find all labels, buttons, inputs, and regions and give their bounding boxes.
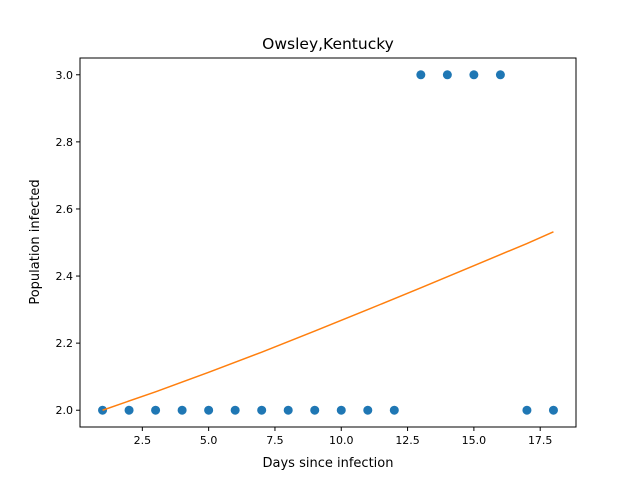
data-point bbox=[98, 405, 108, 415]
data-point bbox=[416, 70, 426, 80]
data-point bbox=[310, 405, 320, 415]
x-tick-label: 7.5 bbox=[266, 434, 284, 447]
data-point bbox=[177, 405, 187, 415]
axes-frame bbox=[79, 57, 577, 428]
x-tick-label: 2.5 bbox=[134, 434, 152, 447]
y-tick-label: 2.4 bbox=[56, 270, 74, 283]
x-tick-label: 15.0 bbox=[462, 434, 487, 447]
data-point bbox=[495, 70, 505, 80]
y-tick-label: 2.6 bbox=[56, 203, 74, 216]
data-point bbox=[124, 405, 134, 415]
y-tick-label: 2.0 bbox=[56, 404, 74, 417]
data-point bbox=[336, 405, 346, 415]
data-point bbox=[442, 70, 452, 80]
y-tick-label: 2.8 bbox=[56, 136, 74, 149]
data-point bbox=[283, 405, 293, 415]
x-tick-label: 17.5 bbox=[528, 434, 553, 447]
data-point bbox=[469, 70, 479, 80]
data-point bbox=[548, 405, 558, 415]
data-point bbox=[230, 405, 240, 415]
y-tick-label: 3.0 bbox=[56, 69, 74, 82]
x-tick-label: 12.5 bbox=[395, 434, 420, 447]
x-tick-label: 10.0 bbox=[329, 434, 354, 447]
data-point bbox=[363, 405, 373, 415]
y-tick-label: 2.2 bbox=[56, 337, 74, 350]
x-axis-label: Days since infection bbox=[263, 456, 394, 471]
plot-area: 2.5 5.0 7.5 10.0 12.5 15.0 17.5 2.0 2.2 2.4 2.6 2.8… bbox=[56, 57, 577, 447]
data-point bbox=[389, 405, 399, 415]
data-point bbox=[257, 405, 267, 415]
data-point bbox=[522, 405, 532, 415]
x-tick-label: 5.0 bbox=[200, 434, 218, 447]
data-point bbox=[151, 405, 161, 415]
chart-title: Owsley,Kentucky bbox=[262, 35, 394, 53]
data-point bbox=[204, 405, 214, 415]
y-axis-label: Population infected bbox=[28, 179, 43, 304]
trend-line bbox=[102, 231, 554, 411]
